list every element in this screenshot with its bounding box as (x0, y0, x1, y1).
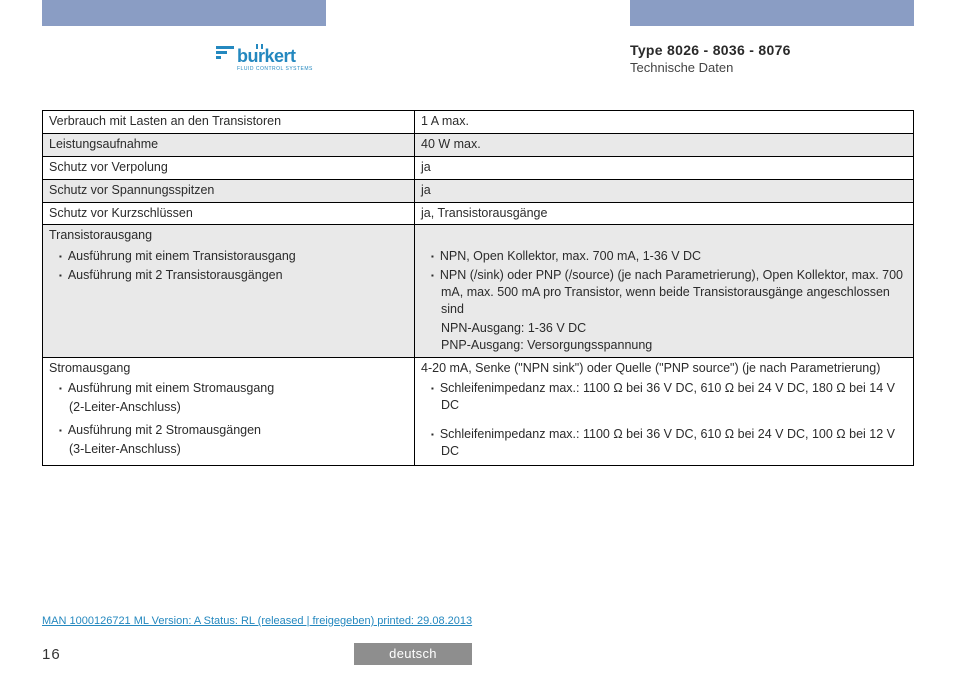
cell-label: Schutz vor Spannungsspitzen (43, 179, 415, 202)
cell-value: ja (415, 179, 914, 202)
cell-sublist: NPN, Open Kollektor, max. 700 mA, 1-36 V… (421, 244, 907, 353)
list-item-cont: (3-Leiter-Anschluss) (55, 441, 408, 458)
cell-label: TransistorausgangAusführung mit einem Tr… (43, 225, 415, 357)
list-item: NPN (/sink) oder PNP (/source) (je nach … (427, 267, 907, 318)
logo-text-top: burkert (237, 46, 296, 66)
cell-label: Schutz vor Verpolung (43, 156, 415, 179)
cell-value: 4-20 mA, Senke ("NPN sink") oder Quelle … (415, 357, 914, 465)
spec-table-wrap: Verbrauch mit Lasten an den Transistoren… (42, 110, 914, 466)
cell-head: 4-20 mA, Senke ("NPN sink") oder Quelle … (421, 360, 907, 377)
spec-table: Verbrauch mit Lasten an den Transistoren… (42, 110, 914, 466)
header-bar-left (42, 0, 326, 26)
brand-logo: burkert FLUID CONTROL SYSTEMS (216, 42, 326, 82)
cell-label: Verbrauch mit Lasten an den Transistoren (43, 111, 415, 134)
header-bar-right (630, 0, 914, 26)
page-footer: MAN 1000126721 ML Version: A Status: RL … (42, 615, 914, 661)
cell-label: Schutz vor Kurzschlüssen (43, 202, 415, 225)
table-row: Schutz vor Spannungsspitzenja (43, 179, 914, 202)
cell-value: ja (415, 156, 914, 179)
cell-label: StromausgangAusführung mit einem Stromau… (43, 357, 415, 465)
table-row: Leistungsaufnahme40 W max. (43, 133, 914, 156)
cell-value: 1 A max. (415, 111, 914, 134)
list-item-cont: NPN-Ausgang: 1-36 V DC (427, 320, 907, 337)
list-item: NPN, Open Kollektor, max. 700 mA, 1-36 V… (427, 248, 907, 265)
cell-sublist: Ausführung mit einem Transistorausgang Au… (49, 244, 408, 284)
list-item: Schleifenimpedanz max.: 1100 Ω bei 36 V … (427, 380, 907, 414)
cell-label: Leistungsaufnahme (43, 133, 415, 156)
table-row: TransistorausgangAusführung mit einem Tr… (43, 225, 914, 357)
header-right: Type 8026 - 8036 - 8076 Technische Daten (630, 42, 791, 75)
list-item: Schleifenimpedanz max.: 1100 Ω bei 36 V … (427, 426, 907, 460)
list-item: Ausführung mit einem Stromausgang (55, 380, 408, 397)
table-row: Schutz vor Verpolungja (43, 156, 914, 179)
table-row: Schutz vor Kurzschlüssenja, Transistorau… (43, 202, 914, 225)
language-tab: deutsch (354, 643, 472, 665)
table-row: StromausgangAusführung mit einem Stromau… (43, 357, 914, 465)
table-row: Verbrauch mit Lasten an den Transistoren… (43, 111, 914, 134)
logo-text-bottom: FLUID CONTROL SYSTEMS (237, 66, 313, 72)
footer-info-line: MAN 1000126721 ML Version: A Status: RL … (42, 615, 914, 627)
doc-type-title: Type 8026 - 8036 - 8076 (630, 42, 791, 58)
cell-head: Transistorausgang (49, 227, 408, 244)
list-item: Ausführung mit 2 Stromausgängen (55, 422, 408, 439)
list-item-cont: PNP-Ausgang: Versorgungsspannung (427, 337, 907, 354)
cell-value: ja, Transistorausgänge (415, 202, 914, 225)
doc-subtitle: Technische Daten (630, 60, 791, 75)
cell-value: NPN, Open Kollektor, max. 700 mA, 1-36 V… (415, 225, 914, 357)
cell-sublist: Schleifenimpedanz max.: 1100 Ω bei 36 V … (421, 376, 907, 460)
list-item-cont: (2-Leiter-Anschluss) (55, 399, 408, 416)
cell-value: 40 W max. (415, 133, 914, 156)
list-item: Ausführung mit 2 Transistorausgängen (55, 267, 408, 284)
cell-head: Stromausgang (49, 360, 408, 377)
header-bars (0, 0, 954, 26)
page-number: 16 (42, 646, 61, 663)
cell-sublist: Ausführung mit einem Stromausgang (2-Leit… (49, 376, 408, 458)
list-item: Ausführung mit einem Transistorausgang (55, 248, 408, 265)
